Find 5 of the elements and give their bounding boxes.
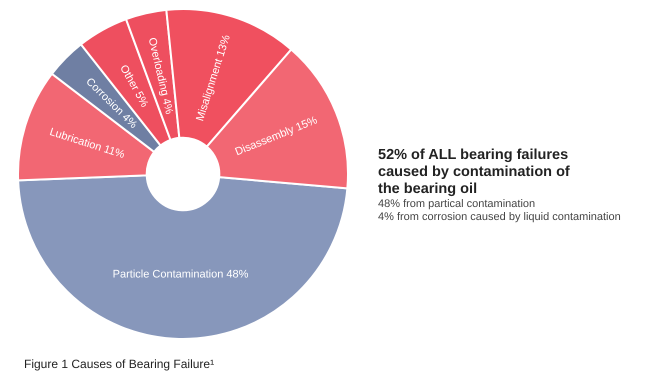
text: 48% from partical contamination [378,198,536,211]
text: 52% of ALL bearing failures caused by contamination of the bearing oil [378,147,571,198]
text: Figure 1 Causes of Bearing Failure¹ [24,357,214,371]
text: 4% from corrosion caused by liquid contamination [378,211,622,224]
slice-label: Particle Contamination 48% [112,268,249,281]
